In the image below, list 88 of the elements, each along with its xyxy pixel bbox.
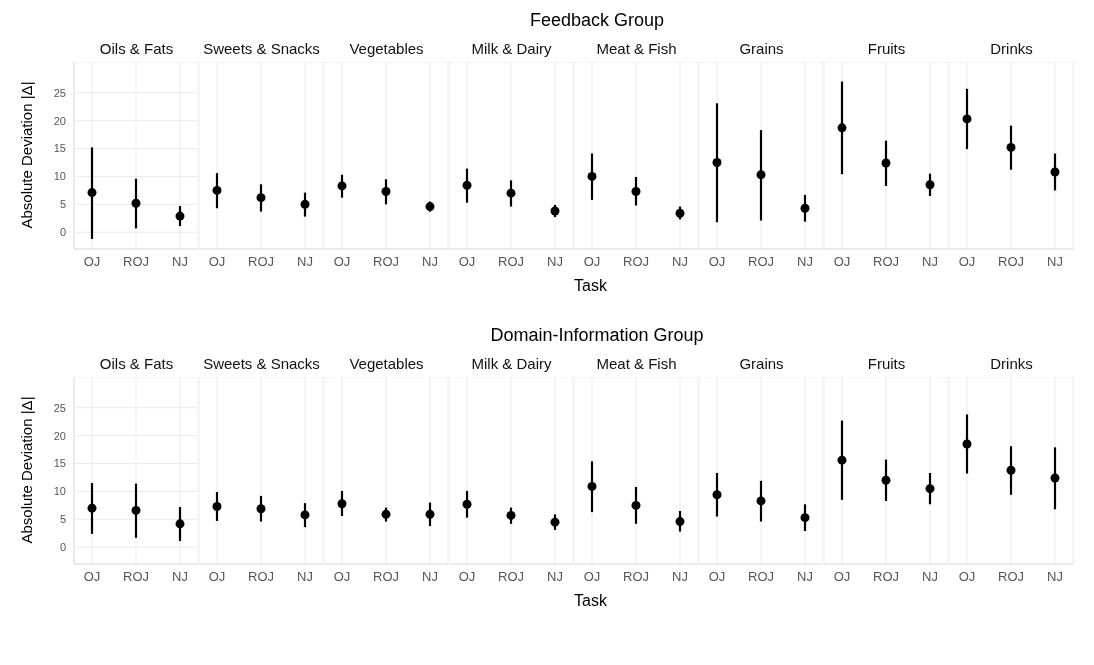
x-tick-label: ROJ bbox=[498, 254, 524, 270]
point bbox=[131, 198, 141, 208]
x-tick-label: OJ bbox=[333, 569, 351, 585]
chart-title: Meat & Fish bbox=[595, 355, 678, 374]
x-tick-label: NJ bbox=[1047, 569, 1063, 585]
x-tick-label: ROJ bbox=[623, 254, 649, 270]
x-tick-label: NJ bbox=[922, 254, 938, 270]
x-tick-label: ROJ bbox=[748, 254, 774, 270]
chart-title: Oils & Fats bbox=[98, 40, 175, 59]
x-tick-label: NJ bbox=[547, 569, 563, 585]
chart-title: Grains bbox=[738, 355, 785, 374]
x-tick-label: OJ bbox=[583, 569, 601, 585]
point bbox=[87, 503, 97, 513]
y-tick-label: 15 bbox=[53, 457, 66, 470]
x-tick-label: OJ bbox=[958, 569, 976, 585]
x-tick-label: NJ bbox=[672, 254, 688, 270]
x-tick-label: ROJ bbox=[123, 254, 149, 270]
y-tick-label: 25 bbox=[53, 401, 66, 414]
y-tick-label: 10 bbox=[53, 170, 66, 183]
x-tick-label: OJ bbox=[958, 254, 976, 270]
x-tick-label: OJ bbox=[833, 254, 851, 270]
chart-title: Drinks bbox=[989, 40, 1034, 59]
chart-title: Fruits bbox=[866, 355, 907, 374]
x-tick-label: OJ bbox=[333, 254, 351, 270]
x-tick-label: OJ bbox=[458, 569, 476, 585]
y-tick-label: 5 bbox=[59, 513, 66, 526]
x-tick-label: NJ bbox=[422, 254, 438, 270]
text: Feedback Group bbox=[528, 9, 666, 32]
x-tick-label: ROJ bbox=[123, 569, 149, 585]
y-tick-label: 0 bbox=[59, 226, 66, 239]
chart-title: Vegetables bbox=[348, 355, 425, 374]
chart-title: Sweets & Snacks bbox=[202, 355, 321, 374]
x-tick-label: OJ bbox=[833, 569, 851, 585]
y-tick-label: 0 bbox=[59, 541, 66, 554]
x-tick-label: ROJ bbox=[998, 569, 1024, 585]
x-tick-label: ROJ bbox=[248, 254, 274, 270]
text: Domain-Information Group bbox=[489, 324, 705, 347]
chart-title: Sweets & Snacks bbox=[202, 40, 321, 59]
x-tick-label: NJ bbox=[547, 254, 563, 270]
chart-title: Fruits bbox=[866, 40, 907, 59]
x-tick-label: ROJ bbox=[373, 569, 399, 585]
x-tick-label: NJ bbox=[297, 569, 313, 585]
point bbox=[175, 519, 185, 529]
point bbox=[87, 188, 97, 198]
x-tick-label: ROJ bbox=[498, 569, 524, 585]
y-tick-label: 20 bbox=[53, 429, 66, 442]
x-axis-title: Task bbox=[574, 592, 607, 609]
x-tick-label: ROJ bbox=[248, 569, 274, 585]
x-tick-label: ROJ bbox=[748, 569, 774, 585]
x-tick-label: OJ bbox=[708, 569, 726, 585]
x-tick-label: ROJ bbox=[623, 569, 649, 585]
chart-title: Oils & Fats bbox=[98, 355, 175, 374]
y-axis-title: Absolute Deviation |Δ| bbox=[17, 81, 35, 229]
x-tick-label: OJ bbox=[458, 254, 476, 270]
x-tick-label: OJ bbox=[583, 254, 601, 270]
y-tick-label: 5 bbox=[59, 198, 66, 211]
x-tick-label: NJ bbox=[172, 254, 188, 270]
y-tick-label: 25 bbox=[53, 86, 66, 99]
chart-title: Milk & Dairy bbox=[470, 355, 553, 374]
chart-title: Drinks bbox=[989, 355, 1034, 374]
x-tick-label: NJ bbox=[172, 569, 188, 585]
point bbox=[175, 211, 185, 221]
x-tick-label: OJ bbox=[83, 569, 101, 585]
x-tick-label: NJ bbox=[797, 254, 813, 270]
y-axis-title: Absolute Deviation |Δ| bbox=[17, 396, 35, 544]
x-tick-label: OJ bbox=[708, 254, 726, 270]
y-tick-label: 15 bbox=[53, 142, 66, 155]
x-tick-label: NJ bbox=[1047, 254, 1063, 270]
chart-title: Grains bbox=[738, 40, 785, 59]
x-tick-label: NJ bbox=[672, 569, 688, 585]
x-tick-label: OJ bbox=[208, 569, 226, 585]
x-tick-label: ROJ bbox=[873, 254, 899, 270]
x-tick-label: NJ bbox=[922, 569, 938, 585]
x-tick-label: NJ bbox=[422, 569, 438, 585]
y-tick-label: 20 bbox=[53, 114, 66, 127]
x-tick-label: ROJ bbox=[373, 254, 399, 270]
point bbox=[131, 505, 141, 515]
chart-title: Meat & Fish bbox=[595, 40, 678, 59]
x-tick-label: ROJ bbox=[998, 254, 1024, 270]
chart-title: Vegetables bbox=[348, 40, 425, 59]
chart-title: Milk & Dairy bbox=[470, 40, 553, 59]
x-tick-label: OJ bbox=[208, 254, 226, 270]
x-axis-title: Task bbox=[574, 277, 607, 294]
x-tick-label: ROJ bbox=[873, 569, 899, 585]
x-tick-label: OJ bbox=[83, 254, 101, 270]
x-tick-label: NJ bbox=[797, 569, 813, 585]
y-tick-label: 10 bbox=[53, 485, 66, 498]
x-tick-label: NJ bbox=[297, 254, 313, 270]
